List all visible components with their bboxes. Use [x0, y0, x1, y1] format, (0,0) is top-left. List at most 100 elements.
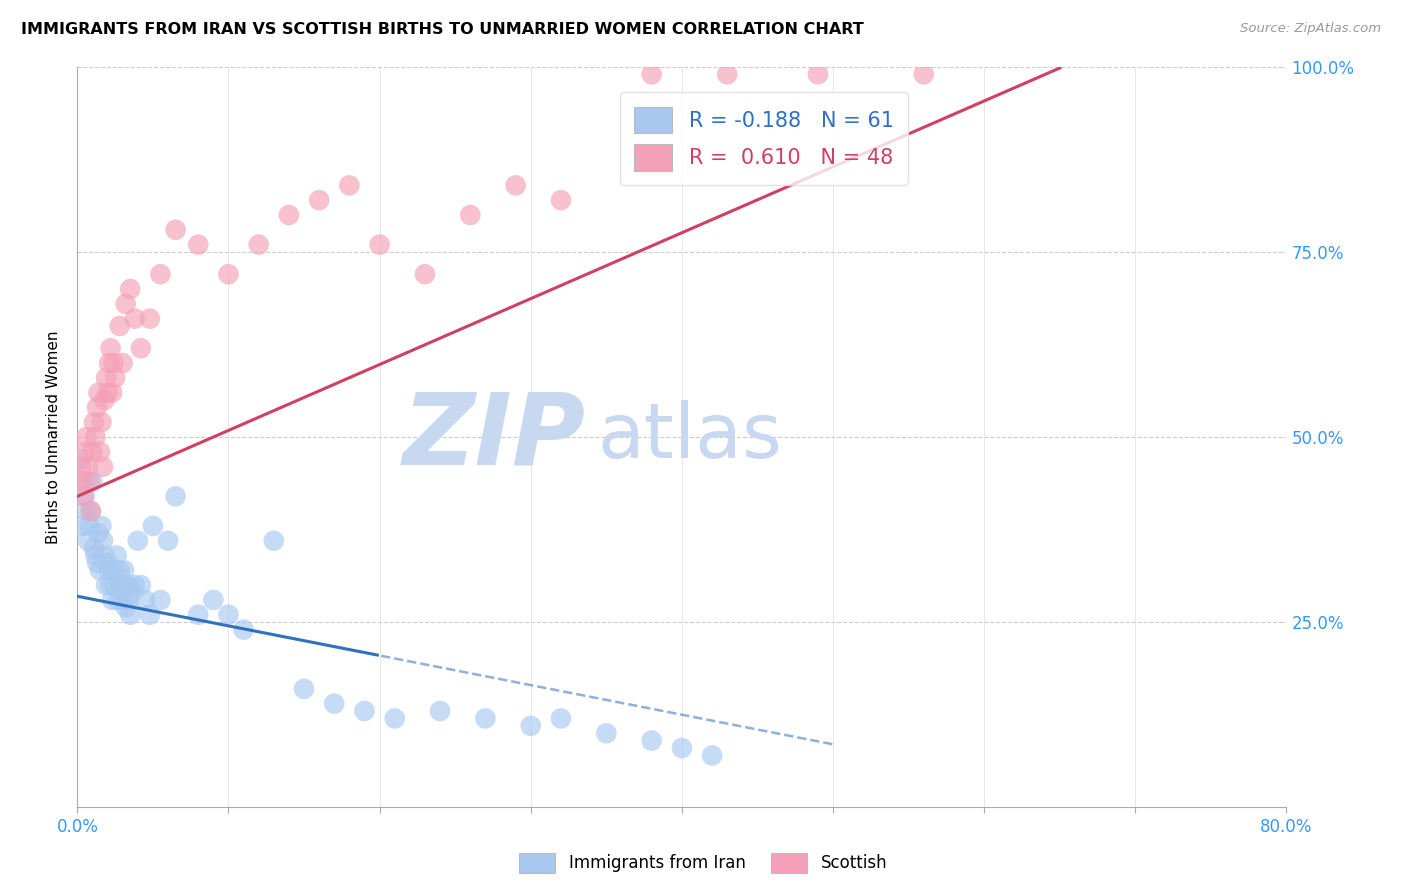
Text: atlas: atlas — [598, 401, 782, 474]
Point — [73, 445, 96, 459]
Point — [368, 237, 391, 252]
Point — [129, 578, 152, 592]
Point — [595, 726, 617, 740]
Point — [353, 704, 375, 718]
Point — [218, 267, 240, 281]
Point — [474, 711, 496, 725]
Point — [94, 371, 117, 385]
Point — [124, 578, 146, 592]
Point — [69, 475, 91, 489]
Point — [505, 178, 527, 193]
Point — [124, 311, 146, 326]
Legend: Immigrants from Iran, Scottish: Immigrants from Iran, Scottish — [512, 847, 894, 880]
Point — [308, 193, 330, 207]
Point — [278, 208, 301, 222]
Point — [108, 318, 131, 333]
Point — [96, 556, 118, 570]
Point — [83, 415, 105, 429]
Point — [101, 593, 124, 607]
Point — [86, 556, 108, 570]
Point — [550, 193, 572, 207]
Text: ZIP: ZIP — [402, 389, 585, 485]
Point — [187, 237, 209, 252]
Point — [218, 607, 240, 622]
Point — [93, 549, 115, 563]
Point — [100, 578, 122, 592]
Point — [93, 392, 115, 407]
Point — [104, 371, 127, 385]
Point — [149, 593, 172, 607]
Point — [103, 563, 125, 577]
Point — [157, 533, 180, 548]
Text: Source: ZipAtlas.com: Source: ZipAtlas.com — [1240, 22, 1381, 36]
Point — [671, 741, 693, 756]
Point — [112, 563, 135, 577]
Point — [337, 178, 360, 193]
Point — [202, 593, 225, 607]
Point — [118, 593, 141, 607]
Point — [129, 341, 152, 355]
Point — [94, 578, 117, 592]
Point — [98, 356, 121, 370]
Point — [110, 578, 132, 592]
Point — [87, 526, 110, 541]
Point — [111, 593, 134, 607]
Point — [75, 504, 97, 518]
Point — [107, 593, 129, 607]
Point — [77, 533, 100, 548]
Point — [134, 593, 156, 607]
Point — [263, 533, 285, 548]
Legend: R = -0.188   N = 61, R =  0.610   N = 48: R = -0.188 N = 61, R = 0.610 N = 48 — [620, 92, 908, 186]
Point — [247, 237, 270, 252]
Point — [83, 541, 105, 555]
Point — [103, 356, 125, 370]
Point — [72, 489, 94, 503]
Point — [91, 533, 114, 548]
Point — [413, 267, 436, 281]
Point — [70, 519, 93, 533]
Point — [84, 549, 107, 563]
Point — [139, 311, 162, 326]
Point — [641, 733, 664, 747]
Point — [90, 415, 112, 429]
Point — [114, 600, 136, 615]
Point — [87, 385, 110, 400]
Point — [458, 208, 481, 222]
Point — [100, 341, 122, 355]
Point — [232, 623, 254, 637]
Point — [80, 504, 103, 518]
Point — [98, 563, 121, 577]
Point — [807, 67, 830, 81]
Point — [82, 445, 104, 459]
Point — [120, 282, 142, 296]
Point — [104, 578, 127, 592]
Point — [111, 356, 134, 370]
Point — [912, 67, 935, 81]
Point — [520, 719, 543, 733]
Point — [89, 563, 111, 577]
Point — [79, 519, 101, 533]
Point — [72, 475, 94, 489]
Point — [75, 430, 97, 444]
Point — [641, 67, 664, 81]
Point — [149, 267, 172, 281]
Point — [84, 430, 107, 444]
Point — [292, 681, 315, 696]
Point — [323, 697, 346, 711]
Point — [142, 519, 165, 533]
Point — [79, 475, 101, 489]
Point — [114, 297, 136, 311]
Point — [91, 459, 114, 474]
Point — [96, 385, 118, 400]
Point — [550, 711, 572, 725]
Point — [115, 578, 138, 592]
Point — [716, 67, 738, 81]
Point — [429, 704, 451, 718]
Point — [384, 711, 406, 725]
Point — [69, 452, 91, 467]
Point — [165, 223, 187, 237]
Text: IMMIGRANTS FROM IRAN VS SCOTTISH BIRTHS TO UNMARRIED WOMEN CORRELATION CHART: IMMIGRANTS FROM IRAN VS SCOTTISH BIRTHS … — [21, 22, 863, 37]
Point — [86, 401, 108, 415]
Point — [82, 475, 104, 489]
Point — [80, 504, 103, 518]
